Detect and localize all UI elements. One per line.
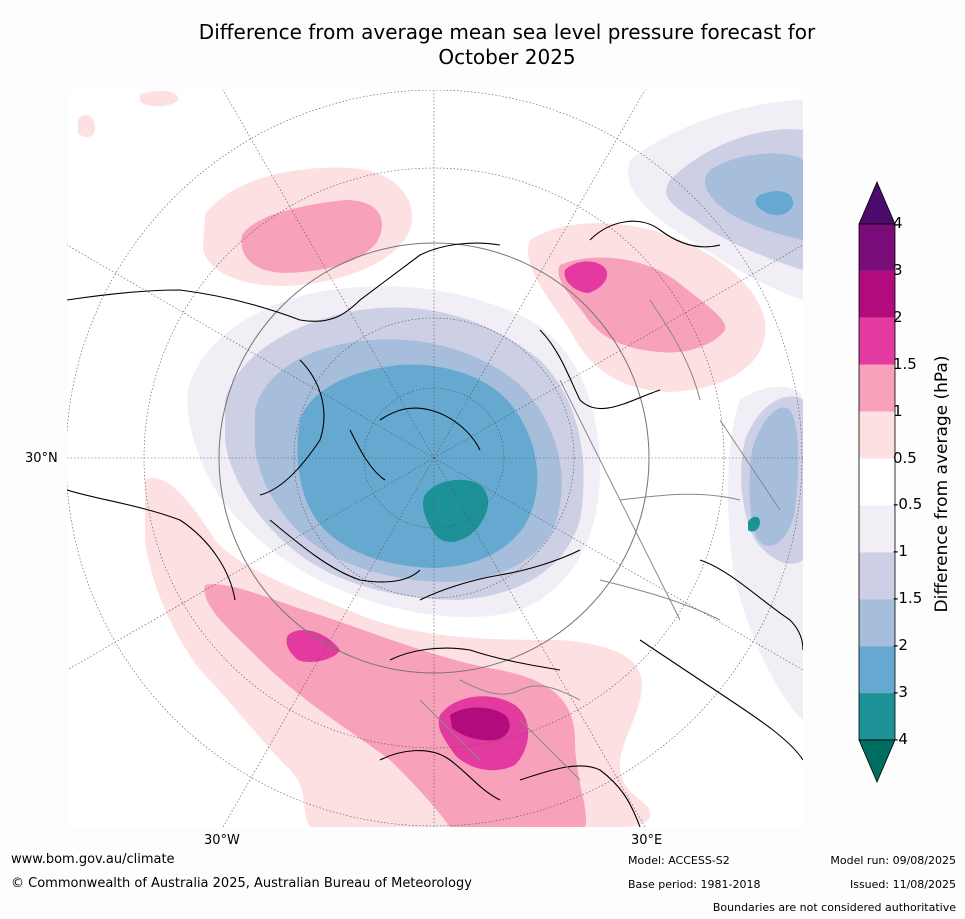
colorbar-tick-label: 1 — [893, 401, 903, 420]
colorbar-tick-label: -0.5 — [893, 495, 923, 514]
map-title: Difference from average mean sea level p… — [0, 20, 965, 70]
website-link[interactable]: www.bom.gov.au/climate — [11, 852, 175, 867]
colorbar-extend-min — [858, 739, 896, 784]
colorbar-tick-label: -4 — [893, 730, 908, 748]
contour-neg15-ne — [705, 153, 803, 240]
colorbar-swatch — [859, 552, 895, 600]
colorbar-tick-label: 2 — [893, 307, 903, 326]
contour-pos2-europe — [450, 707, 510, 741]
colorbar-tick-label: -2 — [893, 636, 908, 655]
contour-pos15-asia — [564, 261, 608, 293]
contour-neg2-ne — [755, 191, 794, 216]
colorbar-frame — [858, 223, 896, 741]
disclaimer-text: Boundaries are not considered authoritat… — [712, 901, 956, 914]
copyright-text: © Commonwealth of Australia 2025, Austra… — [11, 876, 472, 891]
colorbar-tick-label: 1.5 — [893, 354, 917, 373]
model-name: Model: ACCESS-S2 — [628, 854, 730, 867]
colorbar-swatch — [859, 646, 895, 694]
colorbar-tick-label: 3 — [893, 260, 903, 279]
colorbar-tick-label: 0.5 — [893, 448, 917, 467]
colorbar-swatch — [859, 317, 895, 365]
coastlines — [67, 220, 803, 827]
colorbar-swatch — [859, 270, 895, 318]
title-line-2: October 2025 — [438, 45, 576, 69]
contour-pos15-atlantic — [286, 630, 340, 662]
contour-pos05-nw — [78, 114, 95, 138]
contour-neg3 — [422, 479, 489, 542]
colorbar — [858, 180, 896, 784]
colorbar-tick-label: 4 — [893, 214, 903, 232]
contour-pos05-n — [140, 90, 179, 107]
lon-label-30w: 30°W — [204, 833, 240, 848]
graticule — [67, 90, 803, 827]
model-run-date: Model run: 09/08/2025 — [830, 854, 956, 867]
colorbar-tick-label: -1 — [893, 542, 908, 561]
country-borders — [419, 299, 781, 781]
colorbar-tick-label: -3 — [893, 683, 908, 702]
lon-label-30e: 30°E — [631, 833, 663, 848]
colorbar-swatch — [859, 693, 895, 740]
colorbar-swatch — [859, 599, 895, 647]
contour-neg15-e — [749, 407, 799, 546]
contour-pos1-pacific — [241, 200, 382, 273]
colorbar-swatch — [859, 224, 895, 271]
colorbar-swatch — [859, 505, 895, 553]
arctic-circle — [218, 242, 650, 674]
colorbar-swatch — [859, 411, 895, 459]
colorbar-swatch — [859, 458, 895, 506]
colorbar-extend-max — [858, 180, 896, 225]
contour-neg3-e — [748, 516, 760, 532]
base-period: Base period: 1981-2018 — [628, 878, 761, 891]
issued-date: Issued: 11/08/2025 — [849, 878, 956, 891]
lat-label-30n: 30°N — [25, 451, 58, 466]
title-line-1: Difference from average mean sea level p… — [198, 20, 816, 44]
polar-map — [67, 90, 803, 827]
colorbar-label: Difference from average (hPa) — [932, 355, 952, 613]
colorbar-tick-label: -1.5 — [893, 589, 923, 608]
colorbar-swatch — [859, 364, 895, 412]
